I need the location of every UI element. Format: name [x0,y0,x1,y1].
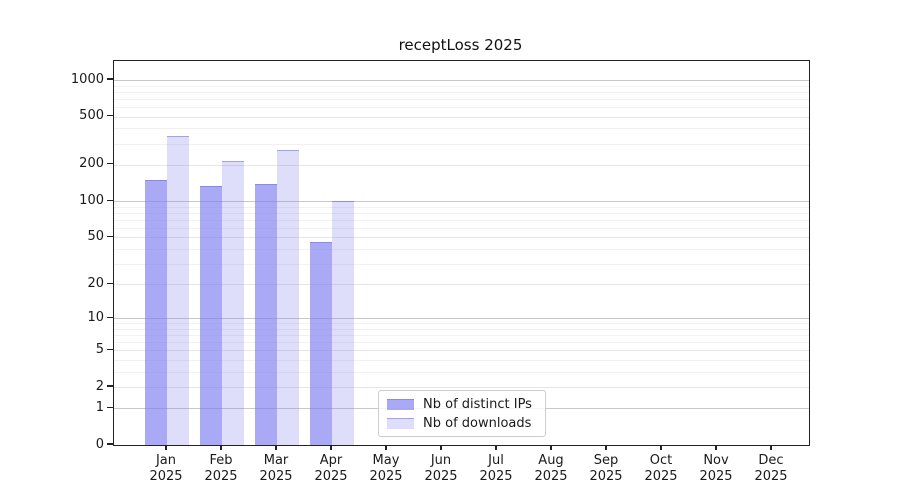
gridline-minor [114,360,809,361]
gridline-20 [114,284,809,286]
x-tick-label-mar: Mar 2025 [259,453,293,484]
legend-swatch-downloads-icon [387,417,414,429]
legend-entry-downloads: Nb of downloads [387,416,537,431]
x-tick-mark-oct [660,445,662,451]
y-tick-mark-0 [106,443,113,445]
x-tick-mark-apr [330,445,332,451]
x-tick-label-may: May 2025 [369,453,403,484]
legend-entry-distinct-ips: Nb of distinct IPs [387,397,537,412]
bar-downloads-feb [222,161,245,445]
gridline-2 [114,387,809,388]
y-tick-label-500: 500 [79,108,104,124]
y-tick-mark-100 [106,199,113,201]
gridline-minor [114,143,809,145]
x-tick-mark-jan [165,445,167,451]
gridline-200 [114,164,809,166]
plot-area [113,60,810,446]
x-tick-label-feb: Feb 2025 [204,453,238,484]
gridline-minor [114,98,809,100]
gridline-50 [114,237,809,239]
y-tick-label-100: 100 [79,192,104,208]
x-tick-mark-sep [605,445,607,451]
gridline-minor [114,328,809,330]
bar-distinct-ips-mar [254,183,277,445]
y-tick-mark-20 [106,282,113,284]
y-tick-mark-200 [106,163,113,165]
bar-distinct-ips-apr [309,241,332,445]
x-tick-label-jun: Jun 2025 [424,453,458,484]
x-tick-label-dec: Dec 2025 [754,453,788,484]
x-tick-label-oct: Oct 2025 [644,453,678,484]
y-tick-label-1000: 1000 [70,71,104,87]
gridline-minor [114,91,809,93]
legend: Nb of distinct IPs Nb of downloads [378,390,546,437]
legend-label-downloads: Nb of downloads [423,415,532,431]
x-tick-label-apr: Apr 2025 [314,453,348,484]
y-tick-label-20: 20 [87,275,104,291]
gridline-100 [114,201,809,203]
bar-downloads-mar [277,150,300,445]
x-tick-label-aug: Aug 2025 [534,453,568,484]
gridline-minor [114,219,809,221]
bar-downloads-apr [332,201,355,445]
gridline-1000 [114,80,809,81]
x-tick-mark-nov [715,445,717,451]
x-tick-mark-jul [495,445,497,451]
gridline-minor [114,371,809,373]
y-tick-label-10: 10 [87,309,104,325]
y-tick-label-5: 5 [95,341,104,357]
gridline-5 [114,350,809,352]
x-tick-mark-dec [770,445,772,451]
gridline-500 [114,116,809,118]
gridline-minor [114,335,809,337]
gridline-minor [114,263,809,265]
x-tick-mark-feb [220,445,222,451]
x-tick-label-nov: Nov 2025 [699,453,733,484]
gridline-minor [114,128,809,130]
x-tick-mark-mar [275,445,277,451]
gridline-minor [114,106,809,108]
y-tick-label-50: 50 [87,228,104,244]
gridline-minor [114,342,809,344]
x-tick-label-jan: Jan 2025 [149,453,183,484]
gridline-minor [114,212,809,214]
y-tick-label-0: 0 [95,436,104,452]
y-tick-label-2: 2 [95,378,104,394]
bar-distinct-ips-feb [199,185,222,445]
y-tick-mark-500 [106,115,113,117]
y-tick-label-200: 200 [79,156,104,172]
gridline-minor [114,206,809,208]
y-tick-mark-10 [106,316,113,318]
legend-label-distinct-ips: Nb of distinct IPs [423,396,532,412]
y-tick-label-1: 1 [95,399,104,415]
x-tick-mark-aug [550,445,552,451]
gridline-minor [114,248,809,250]
x-tick-label-jul: Jul 2025 [479,453,513,484]
y-tick-mark-1000 [106,78,113,80]
bar-distinct-ips-jan [144,179,167,445]
chart-title: receptLoss 2025 [398,36,523,54]
x-tick-mark-jun [440,445,442,451]
bar-downloads-jan [167,136,190,445]
gridline-minor [114,323,809,325]
gridline-10 [114,318,809,320]
x-tick-label-sep: Sep 2025 [589,453,623,484]
x-tick-mark-may [385,445,387,451]
y-tick-mark-1 [106,406,113,409]
y-tick-mark-50 [106,235,113,237]
gridline-minor [114,85,809,87]
legend-swatch-distinct-ips-icon [387,398,414,410]
y-tick-mark-5 [106,348,113,350]
gridline-minor [114,227,809,229]
y-tick-mark-2 [106,385,113,387]
